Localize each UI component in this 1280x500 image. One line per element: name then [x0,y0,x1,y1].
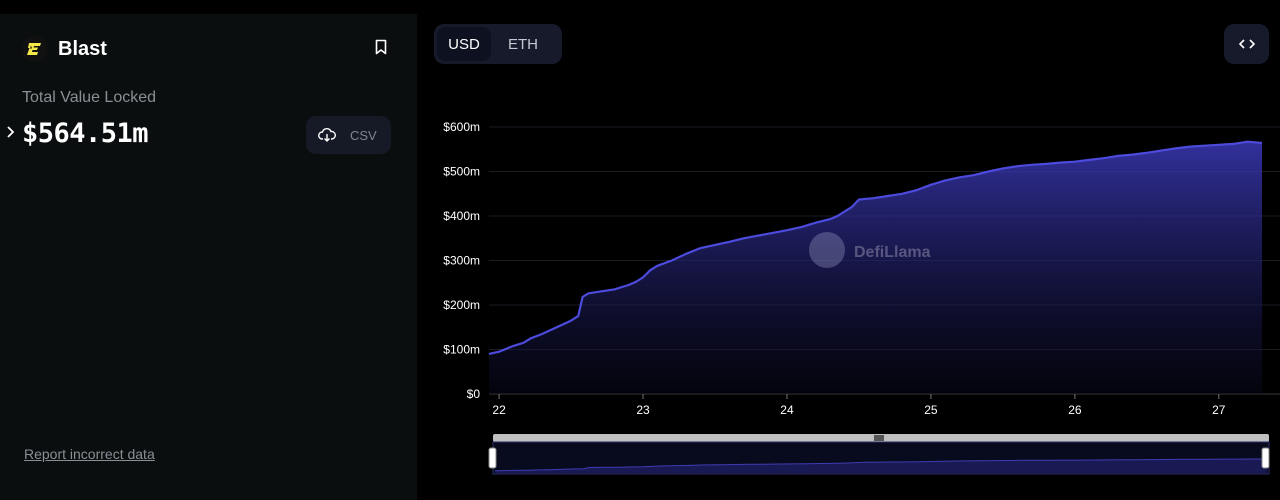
csv-label: CSV [350,127,377,143]
range-handle-left[interactable] [488,447,497,469]
y-tick-label: $500m [443,165,480,179]
range-handle-right[interactable] [1261,447,1270,469]
bookmark-icon[interactable] [372,38,390,56]
blast-logo-icon [22,36,48,62]
chevron-right-icon[interactable] [4,124,18,140]
protocol-header: Blast [22,36,107,62]
tvl-area [489,141,1262,394]
range-selector[interactable] [488,434,1270,475]
y-tick-label: $0 [467,387,481,401]
x-tick-label: 27 [1212,403,1226,417]
defillama-watermark: DefiLlama [809,232,931,268]
report-incorrect-data-link[interactable]: Report incorrect data [24,446,155,462]
tvl-label: Total Value Locked [22,89,157,106]
mini-area [495,459,1267,473]
top-strip [0,0,1280,14]
x-tick-label: 24 [780,403,794,417]
cloud-download-icon [318,128,336,142]
y-tick-label: $300m [443,254,480,268]
tvl-value: $564.51m [22,118,149,149]
mini-line [494,458,1267,472]
x-tick-label: 25 [924,403,938,417]
y-tick-label: $400m [443,209,480,223]
chart-panel: USD ETH $0 $100m $200m $300m $400m $500m $600m… [417,14,1280,500]
x-tick-label: 26 [1068,403,1082,417]
y-tick-label: $600m [443,120,480,134]
protocol-summary-panel: Blast Total Value Locked $564.51m CSV Re… [0,14,417,500]
currency-toggle: USD ETH [434,24,562,64]
tvl-area-chart: $0 $100m $200m $300m $400m $500m $600m 22 23 24 2… [443,120,1280,475]
csv-download-button[interactable]: CSV [306,116,391,154]
currency-eth-button[interactable]: ETH [508,35,538,53]
x-tick-label: 23 [636,403,650,417]
code-icon [1238,39,1255,49]
tvl-line [488,140,1263,355]
y-tick-label: $200m [443,298,480,312]
currency-usd-button[interactable]: USD [437,27,491,61]
x-tick-label: 22 [492,403,506,417]
protocol-name: Blast [58,37,107,60]
watermark-text: DefiLlama [854,244,931,261]
embed-button[interactable] [1224,24,1269,64]
y-tick-label: $100m [443,343,480,357]
